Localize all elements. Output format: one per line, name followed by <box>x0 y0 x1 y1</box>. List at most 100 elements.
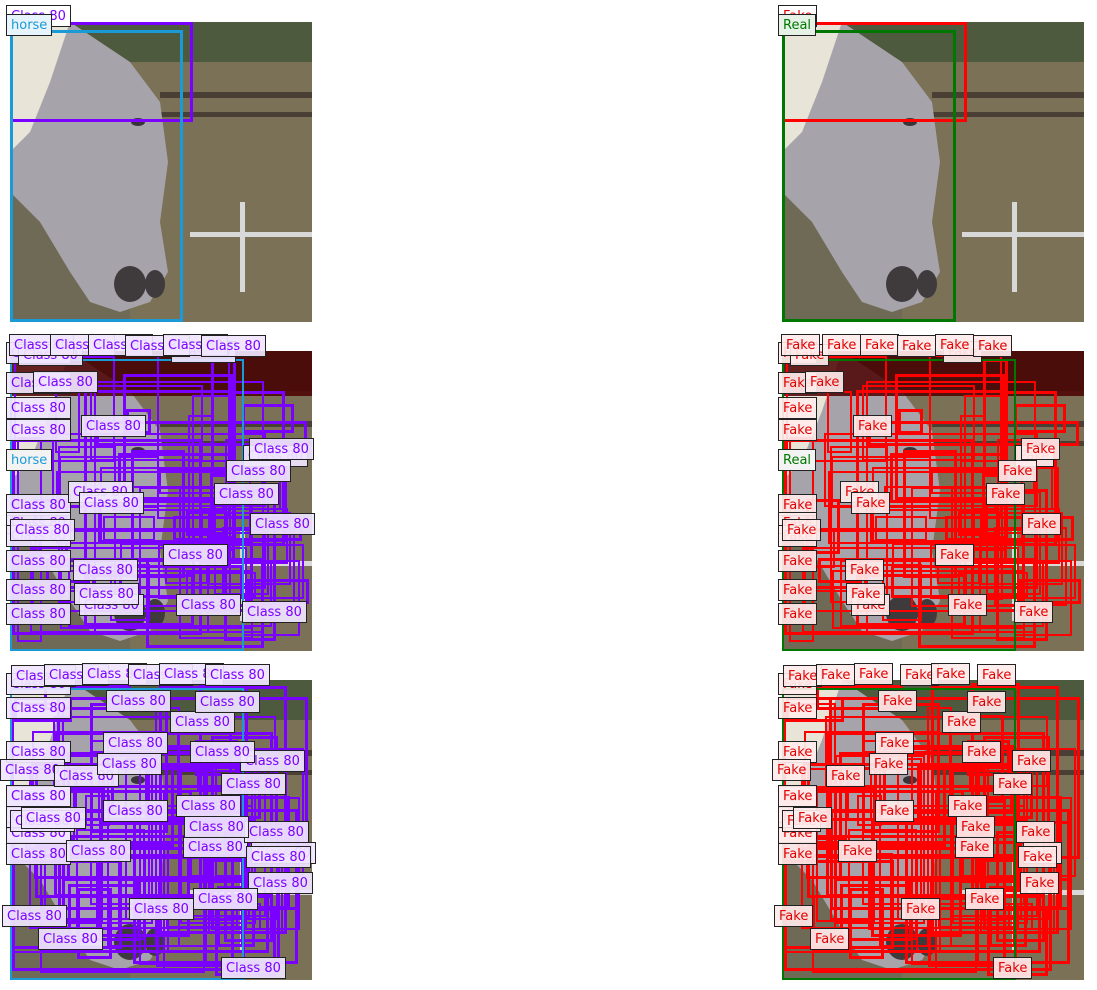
label-fake: Fake <box>977 664 1017 686</box>
label-class-80: Class 80 <box>6 579 71 601</box>
label-fake: Fake <box>1018 846 1058 868</box>
label-class-80: Class 80 <box>6 697 71 719</box>
label-fake: Fake <box>931 663 971 685</box>
label-fake: Fake <box>778 603 818 625</box>
label-fake: Fake <box>935 334 975 356</box>
label-class-80: Class 80 <box>193 888 258 910</box>
label-fake: Fake <box>948 795 988 817</box>
label-class-80: Class 80 <box>242 601 307 623</box>
label-fake: Fake <box>778 397 818 419</box>
label-class-80: Class 80 <box>240 750 305 772</box>
label-class-80: Class 80 <box>183 836 248 858</box>
label-class-80: Class 80 <box>6 741 71 763</box>
label-fake: Fake <box>778 550 818 572</box>
label-class-80: Class 80 <box>103 732 168 754</box>
label-class-80: Class 80 <box>97 753 162 775</box>
label-class-80: Class 80 <box>184 816 249 838</box>
label-fake: Fake <box>778 785 818 807</box>
label-class-80: Class 80 <box>244 821 309 843</box>
panel-r2-right: Fake Fake Fake Fake Fake Fake Fake Fake Fake Fake… <box>778 334 1084 651</box>
label-fake: Fake <box>986 483 1026 505</box>
label-fake: Fake <box>965 888 1005 910</box>
label-fake: Fake <box>993 773 1033 795</box>
label-class-80: Class 80 <box>6 550 71 572</box>
label-class-80: Class 80 <box>205 664 270 686</box>
label-fake: Fake <box>774 905 814 927</box>
label-class-80: Class 80 <box>6 419 71 441</box>
panel-r3-left: Class 80 Class 80 Class 80 Class 80 Class 80… <box>0 663 316 980</box>
label-fake: Fake <box>1021 438 1061 460</box>
label-class-80: Class 80 <box>249 438 314 460</box>
label-fake: Fake <box>998 460 1038 482</box>
label-fake: Fake <box>816 664 856 686</box>
label-fake: Fake <box>846 583 886 605</box>
label-fake: Fake <box>955 836 995 858</box>
panel-r1-left: Class 80 horse <box>6 5 312 322</box>
label-fake: Fake <box>778 741 818 763</box>
label-fake: Fake <box>783 665 823 687</box>
label-fake: Fake <box>772 759 812 781</box>
label-fake: Fake <box>851 492 891 514</box>
label-fake: Fake <box>810 928 850 950</box>
label-class-80: Class 80 <box>246 846 311 868</box>
label-fake: Fake <box>853 415 893 437</box>
label-fake: Fake <box>875 800 915 822</box>
label-class-80: Class 80 <box>250 513 315 535</box>
panel-r3-right: Fake Fake Fake Fake Fake Fake Fake Fake Fake Fake… <box>772 663 1084 980</box>
label-class-80: Class 80 <box>226 460 291 482</box>
label-class-80: Class 80 <box>73 559 138 581</box>
label-fake: Fake <box>869 753 909 775</box>
label-class-80: Class 80 <box>106 690 171 712</box>
label-class-80: Class 80 <box>195 691 260 713</box>
label-fake: Fake <box>1012 750 1052 772</box>
label-class-80: Class 80 <box>6 843 71 865</box>
label-fake: Fake <box>860 334 900 356</box>
label-fake: Fake <box>845 559 885 581</box>
label-fake: Fake <box>878 690 918 712</box>
label-class-80: Class 80 <box>38 928 103 950</box>
label-fake: Fake <box>782 519 822 541</box>
label-fake: Fake <box>778 843 818 865</box>
label-fake: Fake <box>948 594 988 616</box>
label-fake: Fake <box>993 957 1033 979</box>
label-fake: Fake <box>962 741 1002 763</box>
label-fake: Fake <box>854 663 894 685</box>
label-fake: Fake <box>1022 513 1062 535</box>
label-fake: Fake <box>897 335 937 357</box>
label-class-80: Class 80 <box>6 397 71 419</box>
label-class-80: Class 80 <box>74 583 139 605</box>
label-fake: Fake <box>838 840 878 862</box>
label-class-80: Class 80 <box>6 785 71 807</box>
label-fake: Fake <box>822 334 862 356</box>
label-fake: Fake <box>778 494 818 516</box>
label-fake: Fake <box>793 807 833 829</box>
label-fake: Fake <box>956 816 996 838</box>
label-fake: Fake <box>875 732 915 754</box>
label-class-80: Class 80 <box>176 795 241 817</box>
label-fake: Fake <box>805 371 845 393</box>
label-fake: Fake <box>826 765 866 787</box>
label-fake: Fake <box>942 711 982 733</box>
label-real: Real <box>778 449 817 471</box>
label-class-80: Class 80 <box>66 840 131 862</box>
label-fake: Fake <box>935 544 975 566</box>
label-class-80: Class 80 <box>214 483 279 505</box>
horse-photo <box>782 22 1084 322</box>
label-class-80: Class 80 <box>21 807 86 829</box>
label-class-80: Class 80 <box>103 800 168 822</box>
label-class-80: Class 80 <box>163 544 228 566</box>
label-fake: Fake <box>967 691 1007 713</box>
label-real: Real <box>778 14 817 36</box>
panel-r1-right: Fake Real <box>778 5 1084 322</box>
label-class-80: Class 80 <box>248 872 313 894</box>
label-class-80: Class 80 <box>190 741 255 763</box>
label-fake: Fake <box>778 579 818 601</box>
label-class-80: Class 80 <box>176 594 241 616</box>
label-class-80: Class 80 <box>81 415 146 437</box>
label-fake: Fake <box>778 419 818 441</box>
label-horse: horse <box>6 14 53 36</box>
label-class-80: Class 80 <box>2 905 67 927</box>
label-class-80: Class 80 <box>79 492 144 514</box>
label-fake: Fake <box>1020 872 1060 894</box>
